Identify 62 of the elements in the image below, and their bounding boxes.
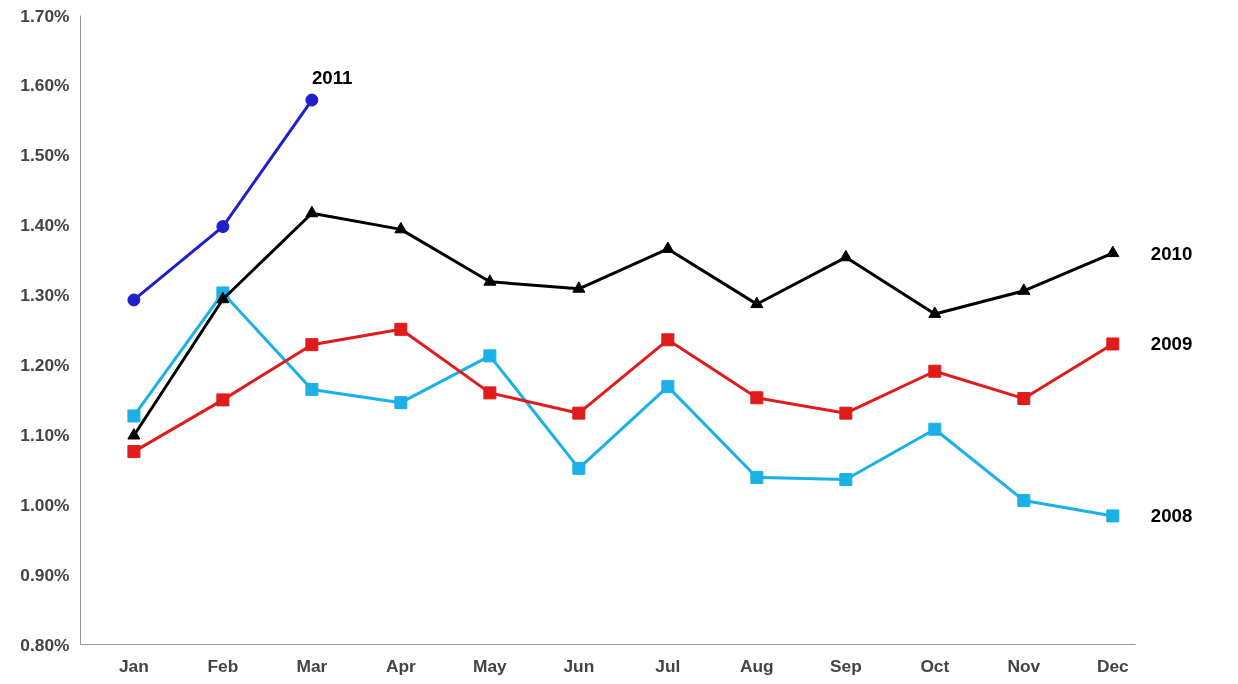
point [1017, 494, 1031, 508]
point [127, 428, 141, 440]
point [928, 422, 942, 436]
x-tick-label: Oct [920, 655, 950, 676]
series-label: 2011 [311, 67, 353, 89]
y-tick-label: 1.30% [20, 285, 70, 306]
point [839, 406, 853, 420]
point [305, 338, 319, 352]
point [127, 445, 141, 459]
point [750, 470, 764, 484]
point [750, 296, 764, 309]
x-tick-label: Sep [829, 655, 862, 676]
point [572, 281, 586, 293]
point [572, 461, 586, 475]
point [216, 393, 230, 407]
point [1017, 391, 1031, 405]
point [1106, 245, 1120, 258]
point [127, 409, 141, 423]
point [928, 364, 942, 378]
point [928, 306, 942, 318]
y-tick-label: 1.50% [20, 145, 70, 166]
y-tick-label: 1.20% [20, 354, 70, 375]
point [305, 205, 319, 218]
point [216, 291, 230, 304]
y-tick-label: 1.60% [20, 75, 70, 96]
x-tick-label: May [473, 655, 508, 676]
x-tick-label: Jul [655, 655, 681, 676]
point [483, 349, 497, 363]
point [572, 406, 586, 420]
series-label: 2010 [1150, 242, 1193, 264]
x-tick-label: Nov [1007, 655, 1041, 676]
x-tick-label: Aug [740, 655, 774, 676]
y-tick-label: 0.80% [20, 634, 70, 655]
point [661, 380, 675, 394]
y-tick-label: 1.70% [20, 5, 70, 26]
x-tick-label: Mar [296, 655, 328, 676]
x-tick-label: Jan [118, 655, 149, 676]
point [1017, 283, 1031, 295]
series-label: 2009 [1150, 333, 1193, 355]
point [394, 221, 408, 234]
x-tick-label: Jun [563, 655, 595, 676]
y-tick-label: 1.40% [20, 215, 70, 236]
point [394, 396, 408, 410]
x-tick-label: Apr [385, 655, 417, 676]
point [839, 473, 853, 487]
x-tick-label: Dec [1096, 655, 1130, 676]
point [1106, 509, 1120, 523]
y-tick-label: 1.00% [20, 494, 70, 515]
series-label: 2008 [1150, 505, 1193, 527]
point [661, 241, 675, 253]
point [483, 386, 497, 400]
y-tick-label: 1.10% [20, 424, 70, 445]
point [661, 333, 675, 347]
point [839, 249, 853, 262]
point [1106, 337, 1120, 351]
point [483, 274, 497, 286]
point [750, 391, 764, 405]
x-tick-label: Feb [207, 655, 239, 676]
point [127, 293, 141, 307]
point [305, 382, 319, 396]
y-tick-label: 0.90% [20, 564, 70, 585]
point [394, 322, 408, 336]
